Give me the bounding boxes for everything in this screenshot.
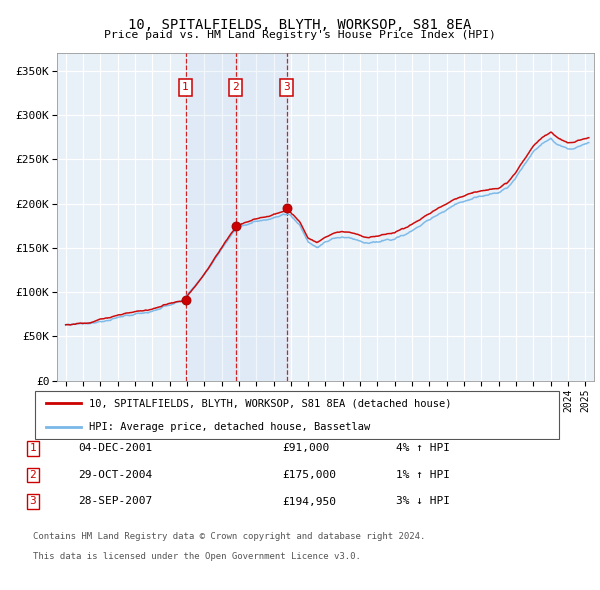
Text: £194,950: £194,950 <box>282 497 336 506</box>
Text: 2: 2 <box>233 83 239 93</box>
Text: Contains HM Land Registry data © Crown copyright and database right 2024.: Contains HM Land Registry data © Crown c… <box>33 532 425 541</box>
Text: 28-SEP-2007: 28-SEP-2007 <box>78 497 152 506</box>
FancyBboxPatch shape <box>35 391 559 438</box>
Text: 1: 1 <box>182 83 189 93</box>
Text: 3: 3 <box>283 83 290 93</box>
Text: Price paid vs. HM Land Registry's House Price Index (HPI): Price paid vs. HM Land Registry's House … <box>104 30 496 40</box>
Text: 04-DEC-2001: 04-DEC-2001 <box>78 444 152 453</box>
Text: 4% ↑ HPI: 4% ↑ HPI <box>396 444 450 453</box>
Text: 1% ↑ HPI: 1% ↑ HPI <box>396 470 450 480</box>
Text: 10, SPITALFIELDS, BLYTH, WORKSOP, S81 8EA (detached house): 10, SPITALFIELDS, BLYTH, WORKSOP, S81 8E… <box>89 398 452 408</box>
Text: £175,000: £175,000 <box>282 470 336 480</box>
Text: This data is licensed under the Open Government Licence v3.0.: This data is licensed under the Open Gov… <box>33 552 361 560</box>
Text: £91,000: £91,000 <box>282 444 329 453</box>
Text: 2: 2 <box>29 470 37 480</box>
Text: HPI: Average price, detached house, Bassetlaw: HPI: Average price, detached house, Bass… <box>89 422 371 432</box>
Text: 3% ↓ HPI: 3% ↓ HPI <box>396 497 450 506</box>
Text: 3: 3 <box>29 497 37 506</box>
Text: 29-OCT-2004: 29-OCT-2004 <box>78 470 152 480</box>
Text: 10, SPITALFIELDS, BLYTH, WORKSOP, S81 8EA: 10, SPITALFIELDS, BLYTH, WORKSOP, S81 8E… <box>128 18 472 32</box>
Bar <box>185 53 287 381</box>
Text: 1: 1 <box>29 444 37 453</box>
